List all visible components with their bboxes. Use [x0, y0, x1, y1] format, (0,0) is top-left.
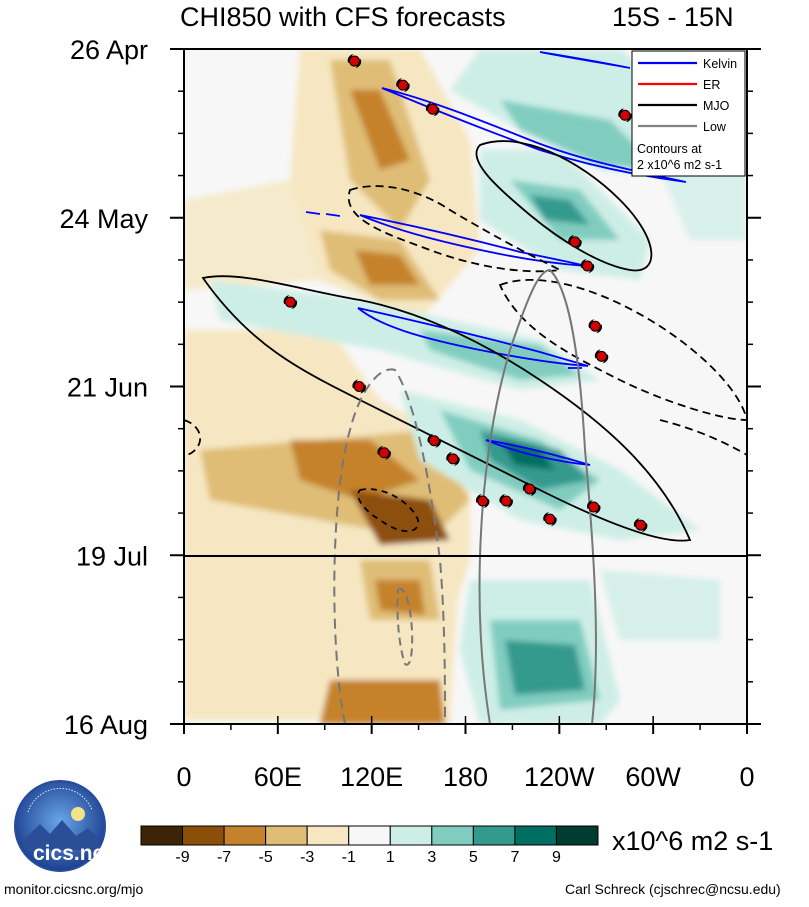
colorbar-label: -3	[300, 849, 314, 866]
storm-symbol	[588, 319, 603, 334]
storm-symbol	[543, 512, 557, 527]
colorbar-box	[472, 825, 516, 846]
colorbar-label: -7	[217, 849, 231, 866]
x-tick-label: 0	[176, 762, 191, 792]
chart-title: CHI850 with CFS forecasts	[180, 2, 506, 32]
storm-symbol	[347, 54, 362, 69]
axes: 0 60E 120E 180 120W 60W 0 26 Apr 24 May 21 Jun 19 …	[59, 35, 761, 792]
storm-symbol	[427, 433, 441, 448]
legend-note-line1: Contours at	[637, 142, 702, 156]
storm-symbol	[396, 78, 410, 93]
colorbar-box	[223, 825, 267, 846]
colorbar-label: -9	[175, 849, 189, 866]
latitude-range-label: 15S - 15N	[612, 2, 734, 32]
legend-label: Kelvin	[703, 57, 737, 71]
x-tick-label: 180	[443, 762, 488, 792]
colorbar-label: 3	[427, 849, 436, 866]
y-tick-label: 26 Apr	[70, 35, 148, 65]
storm-symbol	[446, 451, 460, 466]
storm-symbol	[283, 295, 298, 310]
storm-symbols	[283, 54, 648, 533]
y-tick-label: 19 Jul	[76, 541, 148, 571]
colorbar-label: 5	[469, 849, 478, 866]
colorbar-box	[348, 825, 391, 846]
legend-label: ER	[703, 78, 720, 92]
storm-symbol	[594, 349, 609, 364]
colorbar-label: -1	[342, 849, 356, 866]
colorbar-box	[265, 825, 308, 846]
colorbar-label: -5	[259, 849, 273, 866]
colorbar-label: 7	[510, 849, 519, 866]
x-tick-label: 120W	[524, 762, 595, 792]
storm-symbol	[618, 108, 632, 123]
footer-author: Carl Schreck (cjschrec@ncsu.edu)	[565, 881, 781, 897]
storm-symbol	[522, 481, 537, 496]
storm-symbol	[568, 234, 582, 249]
colorbar-label: 1	[386, 849, 395, 866]
x-tick-label: 60W	[625, 762, 681, 792]
y-tick-label: 24 May	[59, 204, 148, 234]
colorbar-units: x10^6 m2 s-1	[612, 826, 774, 856]
x-tick-label: 120E	[340, 762, 403, 792]
colorbar-box	[555, 825, 599, 846]
colorbar-label: 9	[552, 849, 561, 866]
colorbar-box	[389, 825, 433, 846]
y-tick-label: 16 Aug	[64, 710, 148, 740]
colorbar: -9 -7 -5 -3 -1 1 3 5 7 9	[140, 825, 599, 866]
x-tick-label: 60E	[254, 762, 302, 792]
storm-symbol	[580, 258, 595, 273]
legend: Kelvin ER MJO Low Contours at 2 x10^6 m2 s-…	[631, 50, 746, 177]
storm-symbol	[425, 102, 440, 117]
legend-note-line2: 2 x10^6 m2 s-1	[637, 158, 722, 172]
storm-symbol	[633, 518, 648, 533]
x-tick-label: 0	[739, 762, 754, 792]
colorbar-box	[140, 825, 184, 846]
cicsnc-logo	[14, 780, 106, 872]
low-contours	[333, 268, 597, 724]
y-tick-label: 21 Jun	[67, 373, 148, 403]
colorbar-box	[514, 825, 557, 846]
storm-symbol	[499, 494, 513, 509]
footer-source: monitor.cicsnc.org/mjo	[4, 881, 144, 897]
logo-text: cics.nc	[33, 842, 105, 865]
colorbar-box	[431, 825, 474, 846]
colorbar-box	[182, 825, 225, 846]
colorbar-box	[306, 825, 350, 846]
storm-symbol	[586, 500, 601, 515]
storm-symbol	[475, 494, 490, 509]
legend-label: Low	[703, 120, 727, 134]
storm-symbol	[352, 379, 366, 394]
storm-symbol	[377, 445, 391, 460]
legend-label: MJO	[703, 99, 730, 113]
